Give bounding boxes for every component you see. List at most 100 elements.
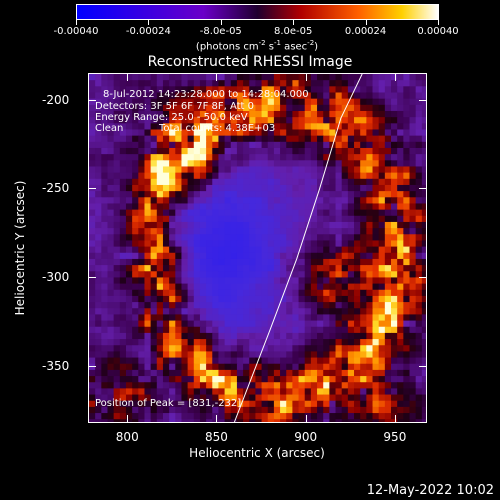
- heatmap-cell: [317, 135, 324, 143]
- heatmap-cell: [273, 147, 281, 155]
- heatmap-cell: [218, 117, 226, 124]
- heatmap-cell: [415, 129, 423, 137]
- heatmap-cell: [292, 369, 300, 377]
- heatmap-cell: [224, 129, 232, 137]
- heatmap-cell: [384, 308, 392, 315]
- heatmap-cell: [317, 369, 324, 377]
- heatmap-cell: [193, 258, 201, 266]
- heatmap-cell: [372, 172, 380, 180]
- heatmap-cell: [107, 117, 115, 124]
- heatmap-cell: [286, 332, 293, 340]
- heatmap-cell: [156, 184, 164, 192]
- heatmap-cell: [212, 419, 219, 422]
- heatmap-cell: [366, 110, 374, 118]
- heatmap-cell: [175, 104, 182, 112]
- heatmap-cell: [286, 258, 293, 266]
- heatmap-cell: [384, 221, 392, 229]
- heatmap-cell: [329, 258, 337, 266]
- heatmap-cell: [206, 308, 213, 315]
- heatmap-cell: [317, 271, 324, 278]
- heatmap-cell: [280, 400, 287, 408]
- heatmap-cell: [107, 191, 115, 198]
- heatmap-cell: [236, 166, 244, 174]
- heatmap-cell: [175, 357, 182, 365]
- heatmap-cell: [150, 394, 158, 402]
- heatmap-cell: [298, 357, 306, 365]
- heatmap-cell: [206, 252, 213, 260]
- heatmap-cell: [354, 406, 361, 414]
- heatmap-cell: [329, 209, 337, 217]
- heatmap-cell: [150, 382, 158, 389]
- heatmap-cell: [403, 74, 410, 81]
- heatmap-cell: [397, 172, 404, 180]
- heatmap-cell: [243, 382, 250, 389]
- heatmap-cell: [347, 345, 355, 352]
- heatmap-cell: [224, 314, 232, 322]
- heatmap-cell: [366, 197, 374, 204]
- heatmap-cell: [224, 400, 232, 408]
- heatmap-cell: [113, 326, 121, 334]
- heatmap-cell: [243, 203, 250, 211]
- heatmap-cell: [403, 234, 410, 241]
- heatmap-cell: [280, 110, 287, 118]
- heatmap-cell: [415, 246, 423, 254]
- heatmap-cell: [156, 147, 164, 155]
- heatmap-cell: [125, 197, 133, 204]
- heatmap-cell: [317, 332, 324, 340]
- heatmap-cell: [304, 413, 312, 420]
- heatmap-cell: [95, 289, 102, 297]
- heatmap-cell: [397, 252, 404, 260]
- heatmap-cell: [286, 166, 293, 174]
- heatmap-cell: [119, 154, 127, 161]
- heatmap-cell: [323, 92, 330, 100]
- heatmap-cell: [249, 117, 256, 124]
- heatmap-cell: [280, 221, 287, 229]
- heatmap-cell: [125, 98, 133, 106]
- heatmap-cell: [107, 172, 115, 180]
- heatmap-cell: [409, 246, 417, 254]
- heatmap-cell: [224, 221, 232, 229]
- heatmap-cell: [230, 382, 238, 389]
- heatmap-cell: [378, 339, 386, 346]
- heatmap-cell: [273, 332, 281, 340]
- heatmap-cell: [89, 295, 96, 303]
- heatmap-cell: [335, 363, 343, 371]
- heatmap-cell: [249, 240, 256, 248]
- heatmap-cell: [212, 221, 219, 229]
- heatmap-cell: [329, 172, 337, 180]
- heatmap-cell: [119, 203, 127, 211]
- heatmap-cell: [347, 357, 355, 365]
- heatmap-cell: [360, 265, 367, 272]
- heatmap-cell: [292, 413, 300, 420]
- heatmap-cell: [421, 308, 426, 315]
- heatmap-cell: [347, 197, 355, 204]
- heatmap-cell: [323, 86, 330, 93]
- heatmap-cell: [384, 357, 392, 365]
- heatmap-cell: [317, 154, 324, 161]
- heatmap-cell: [378, 172, 386, 180]
- heatmap-cell: [156, 295, 164, 303]
- heatmap-cell: [261, 283, 269, 291]
- heatmap-cell: [304, 332, 312, 340]
- heatmap-cell: [181, 271, 189, 278]
- heatmap-cell: [415, 178, 423, 186]
- colorbar-tick-label: 0.00040: [417, 26, 459, 37]
- heatmap-cell: [193, 123, 201, 130]
- heatmap-cell: [335, 123, 343, 130]
- heatmap-cell: [199, 123, 207, 130]
- heatmap-cell: [391, 104, 398, 112]
- heatmap-cell: [113, 221, 121, 229]
- y-tick-label: -300: [42, 270, 70, 285]
- heatmap-cell: [273, 191, 281, 198]
- heatmap-cell: [298, 400, 306, 408]
- heatmap-cell: [310, 252, 318, 260]
- heatmap-cell: [286, 283, 293, 291]
- heatmap-cell: [415, 277, 423, 285]
- heatmap-cell: [421, 221, 426, 229]
- heatmap-cell: [107, 252, 115, 260]
- heatmap-cell: [169, 160, 176, 167]
- heatmap-cell: [298, 302, 306, 309]
- heatmap-cell: [224, 394, 232, 402]
- heatmap-cell: [156, 357, 164, 365]
- heatmap-cell: [125, 221, 133, 229]
